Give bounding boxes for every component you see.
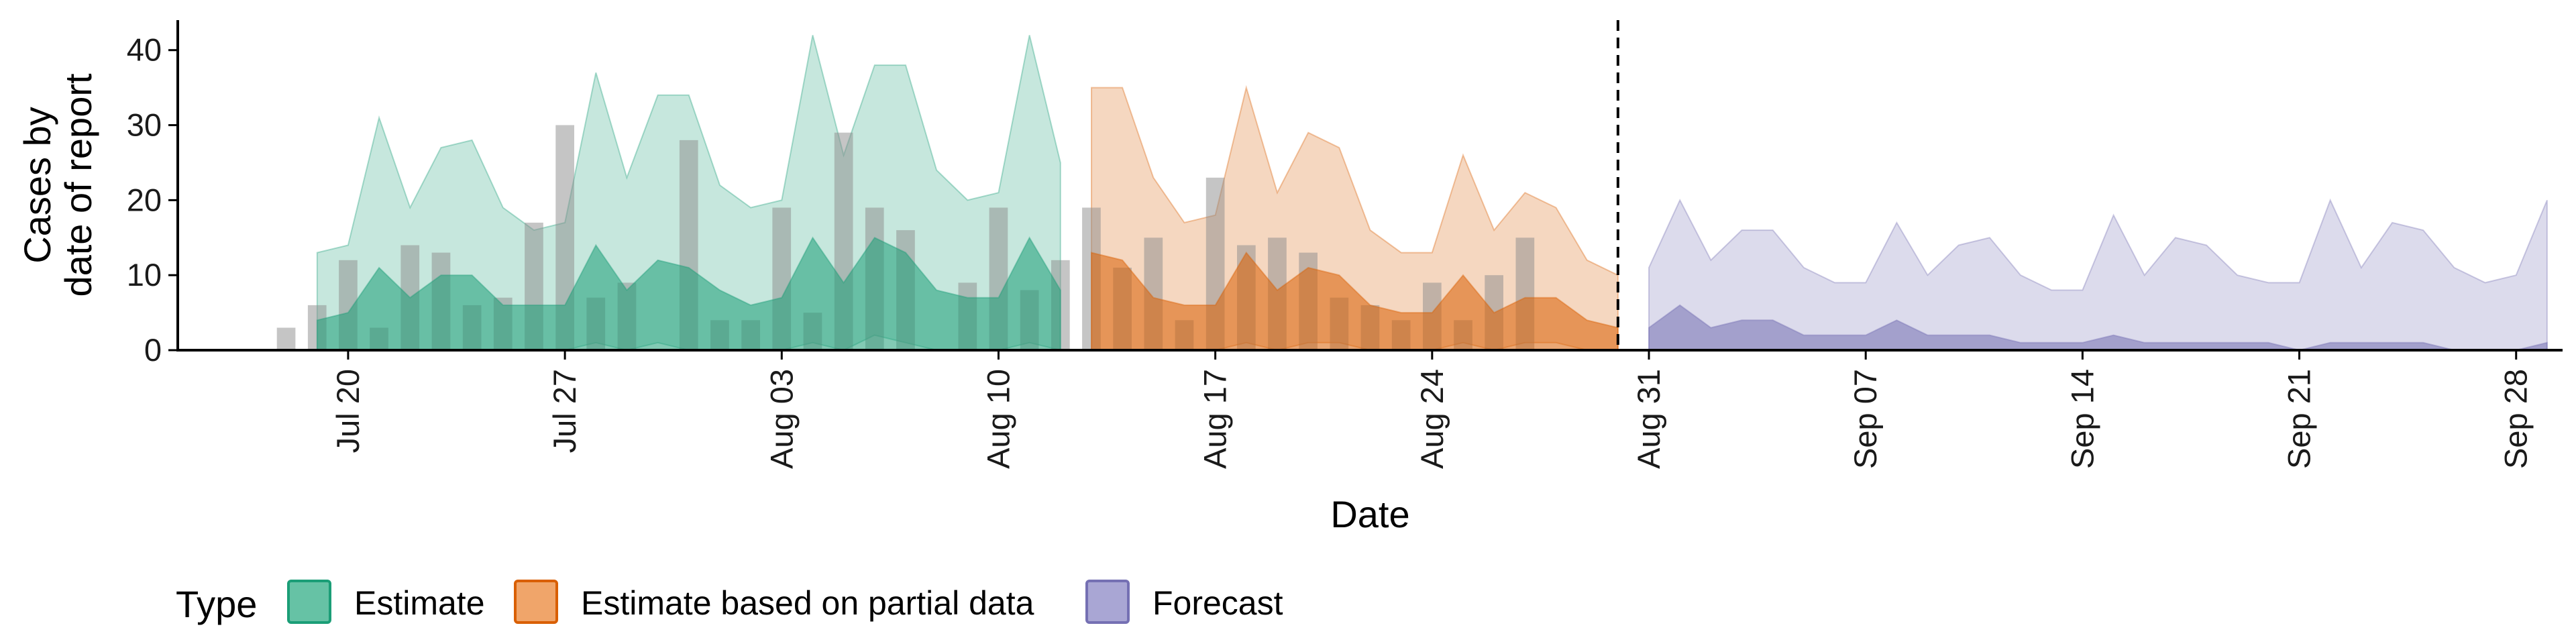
- y-axis-title-line-2: date of report: [57, 73, 99, 297]
- x-axis-title: Date: [1330, 493, 1409, 535]
- plot-area: [276, 35, 2548, 352]
- x-tick-label-1: Jul 27: [547, 369, 582, 453]
- y-axis-title-line-1: Cases by: [16, 107, 58, 263]
- y-tick-label-1: 10: [127, 257, 162, 292]
- x-tick-label-0: Jul 20: [330, 369, 366, 453]
- observed-bar-0: [276, 327, 296, 350]
- x-tick-label-4: Aug 17: [1197, 369, 1233, 469]
- legend-key-0: [287, 580, 331, 624]
- axes: 0 10 20 30 40 Jul 20 Jul 27 Aug 03 Aug 10 Aug 17 A…: [127, 20, 2563, 469]
- x-tick-label-10: Sep 28: [2498, 369, 2534, 469]
- y-tick-label-2: 20: [127, 182, 162, 217]
- y-tick-label-0: 0: [144, 332, 162, 368]
- legend-title: Type: [176, 583, 257, 625]
- x-tick-label-8: Sep 14: [2064, 369, 2100, 469]
- x-tick-label-2: Aug 03: [763, 369, 799, 469]
- x-tick-label-5: Aug 24: [1414, 369, 1450, 469]
- legend-label-1: Estimate based on partial data: [581, 584, 1034, 622]
- legend-key-2: [1085, 580, 1130, 624]
- y-tick-label-4: 40: [127, 32, 162, 68]
- x-tick-label-6: Aug 31: [1631, 369, 1666, 469]
- x-tick-label-7: Sep 07: [1847, 369, 1883, 469]
- legend: Type Estimate Estimate based on partial d…: [176, 580, 1283, 625]
- legend-label-2: Forecast: [1152, 584, 1283, 622]
- legend-key-1: [514, 580, 558, 624]
- x-tick-label-9: Sep 21: [2282, 369, 2317, 469]
- x-tick-label-3: Aug 10: [980, 369, 1016, 469]
- legend-label-0: Estimate: [354, 584, 485, 622]
- y-tick-label-3: 30: [127, 107, 162, 143]
